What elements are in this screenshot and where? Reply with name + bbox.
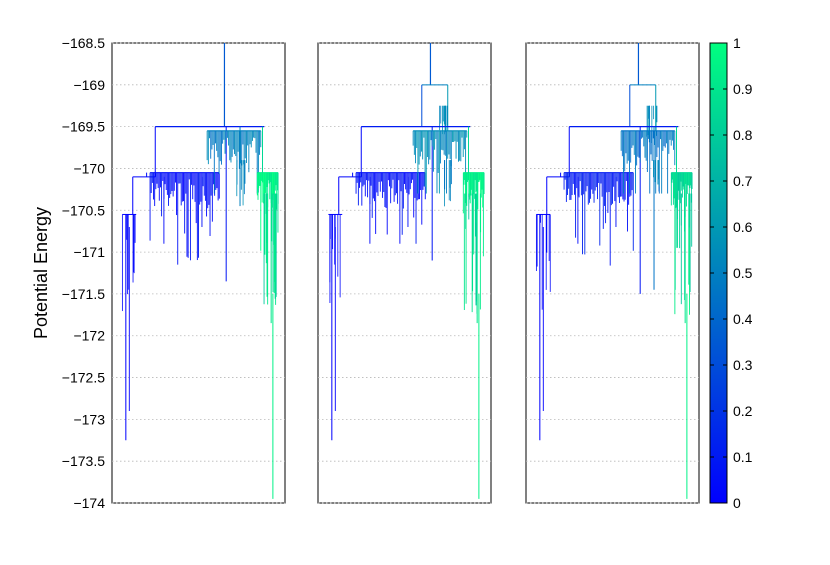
y-tick-label: −172 (73, 328, 105, 344)
panel-middle (317, 42, 492, 504)
colorbar-tick-label: 1 (733, 35, 741, 51)
colorbar-tick-label: 0.1 (733, 449, 753, 465)
colorbar-tick-label: 0.6 (733, 219, 753, 235)
panel-left (111, 42, 286, 504)
colorbar-tick-label: 0.2 (733, 403, 753, 419)
panel-frame (111, 42, 286, 504)
colorbar: 0 0.1 0.2 0.3 0.4 0.5 0.6 0.7 0.8 0.9 1 (709, 35, 753, 511)
y-tick-label: −168.5 (62, 35, 105, 51)
panel-frame (525, 42, 700, 504)
panel-frame (317, 42, 492, 504)
colorbar-tick-label: 0.5 (733, 265, 753, 281)
colorbar-tick-label: 0.9 (733, 81, 753, 97)
colorbar-tick-label: 0 (733, 495, 741, 511)
y-tick-label: −171.5 (62, 286, 105, 302)
colorbar-tick-label: 0.8 (733, 127, 753, 143)
y-tick-label: −171 (73, 244, 105, 260)
panel-right (525, 42, 700, 504)
y-tick-label: −170 (73, 160, 105, 176)
y-tick-label: −170.5 (62, 202, 105, 218)
y-tick-label: −173 (73, 411, 105, 427)
y-tick-label: −173.5 (62, 453, 105, 469)
y-tick-label: −169.5 (62, 119, 105, 135)
colorbar-tick-label: 0.7 (733, 173, 753, 189)
y-tick-label: −169 (73, 77, 105, 93)
y-axis-title: Potential Energy (31, 207, 51, 339)
colorbar-tick-labels: 0 0.1 0.2 0.3 0.4 0.5 0.6 0.7 0.8 0.9 1 (710, 35, 753, 511)
y-tick-label: −174 (73, 495, 105, 511)
y-tick-labels: −168.5 −169 −169.5 −170 −170.5 −171 −171.5 −172… (62, 35, 105, 511)
y-tick-label: −172.5 (62, 370, 105, 386)
colorbar-tick-label: 0.4 (733, 311, 753, 327)
colorbar-tick-label: 0.3 (733, 357, 753, 373)
